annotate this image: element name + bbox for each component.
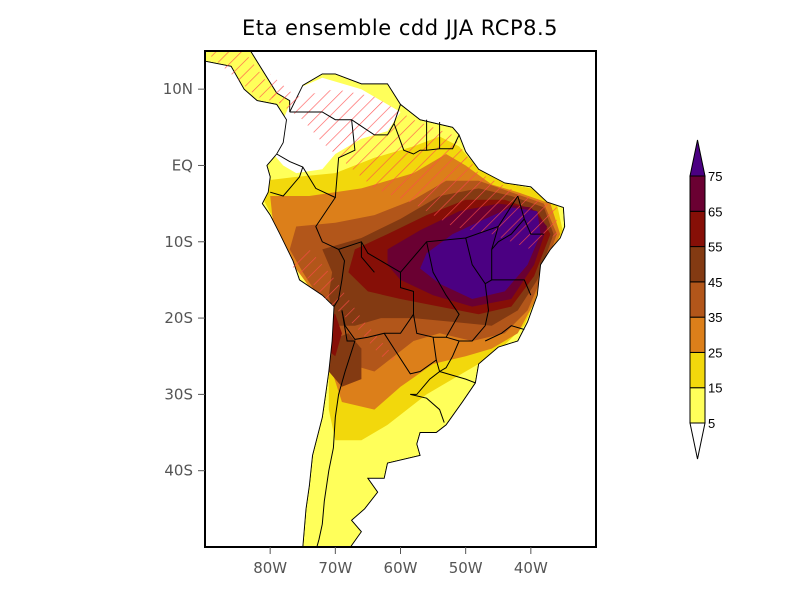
lon-tick-label: 50W [449,559,483,577]
country-border [445,237,490,342]
colorbar-bin [689,246,706,283]
colorbar: 5 15 25 35 45 55 65 75 [689,139,722,460]
colorbar-bin [689,210,706,248]
colorbar-label: 15 [708,381,722,396]
lon-tick-label: 80W [253,559,287,577]
lon-tick-label: 70W [318,559,352,577]
latitude-axis: 10N EQ 10S 20S 30S 40S [163,80,205,480]
country-border [270,166,304,197]
country-border [316,310,356,547]
colorbar-bin [689,387,706,424]
colorbar-bin [689,316,706,353]
colorbar-over-arrow [689,139,706,177]
coastline [205,51,566,547]
significance-hatching [205,51,557,364]
lat-tick-label: 10N [163,80,193,98]
country-border [393,123,460,155]
country-border [439,371,476,384]
colorbar-bin [689,281,706,318]
colorbar-under-arrow [689,422,706,460]
country-borders [270,104,544,547]
colorbar-label: 75 [708,169,722,184]
colorbar-label: 35 [708,310,722,325]
colorbar-bin [689,175,706,212]
country-border [410,359,441,395]
lat-tick-label: 40S [164,462,193,480]
country-border [360,241,375,273]
country-border [491,218,525,250]
lat-tick-label: EQ [172,156,193,174]
colorbar-label: 5 [708,416,715,431]
lon-tick-label: 60W [384,559,418,577]
country-border [484,325,525,342]
lat-tick-label: 10S [164,233,193,251]
lat-tick-label: 30S [164,385,193,403]
colorbar-label: 45 [708,275,722,290]
colorbar-bin [689,351,706,389]
hatched-region [205,51,284,105]
country-border [383,314,437,375]
colorbar-label: 25 [708,345,722,360]
lon-tick-label: 40W [514,559,548,577]
hatched-region [289,249,401,364]
country-border [351,104,401,136]
lat-tick-label: 20S [164,309,193,327]
country-border [289,111,356,198]
longitude-axis: 80W 70W 60W 50W 40W [253,547,548,577]
country-border [426,241,460,338]
country-border [410,393,445,423]
hatched-region [270,73,557,250]
country-border [517,195,544,235]
country-border [484,279,532,296]
country-border [276,153,346,307]
country-border [338,241,414,340]
chart-title: Eta ensemble cdd JJA RCP8.5 [241,16,559,40]
country-border [439,340,460,372]
colorbar-label: 55 [708,240,722,255]
colorbar-label: 65 [708,204,722,219]
